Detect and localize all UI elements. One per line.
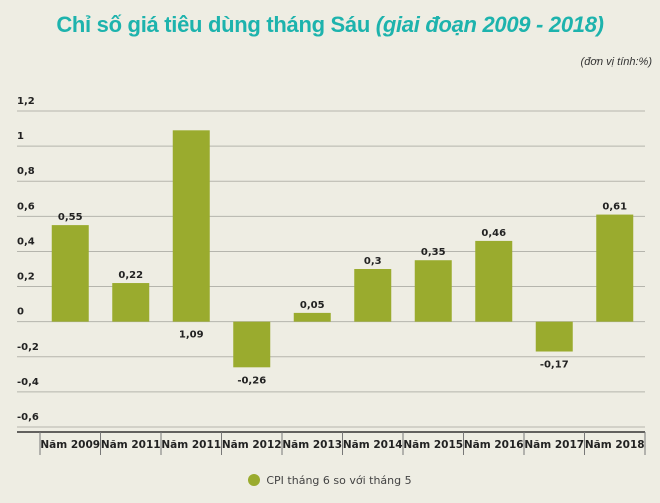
data-label: 0,35 (421, 247, 446, 258)
x-tick-label: Năm 2017 (524, 439, 584, 451)
x-tick-label: Năm 2011 (161, 439, 221, 451)
y-tick-label: 0 (17, 307, 24, 318)
legend-swatch (248, 474, 261, 486)
data-label: 0,3 (364, 256, 382, 267)
bar (51, 225, 89, 322)
y-tick-label: 0,6 (17, 201, 35, 212)
data-label: -0,26 (237, 375, 266, 386)
y-tick-label: 1,2 (17, 96, 35, 107)
title-sub: (giai đoạn 2009 - 2018) (375, 12, 604, 37)
bar (535, 321, 573, 352)
bar (596, 214, 634, 322)
data-label: 0,22 (118, 270, 143, 281)
bar (414, 260, 452, 322)
y-tick-label: -0,2 (17, 342, 39, 353)
data-label: 0,46 (481, 228, 506, 239)
bar (233, 321, 271, 368)
y-tick-label: -0,4 (17, 377, 39, 388)
data-label: 0,61 (602, 202, 627, 213)
bar (112, 283, 150, 322)
x-tick-label: Năm 2009 (40, 439, 100, 451)
unit-note: (đơn vị tính:%) (580, 56, 652, 68)
title-main: Chỉ số giá tiêu dùng tháng Sáu (56, 12, 370, 37)
data-label: 0,05 (300, 300, 325, 311)
data-label: -0,17 (540, 360, 569, 371)
x-tick-label: Năm 2015 (403, 439, 463, 451)
legend: CPI tháng 6 so với tháng 5 (0, 474, 660, 487)
x-tick-label: Năm 2018 (585, 439, 645, 451)
bar (475, 240, 513, 322)
x-tick-label: Năm 2011 (101, 439, 161, 451)
x-tick-label: Năm 2016 (464, 439, 524, 451)
y-tick-label: 1 (17, 131, 24, 142)
bar (172, 130, 210, 322)
legend-label: CPI tháng 6 so với tháng 5 (266, 474, 412, 487)
x-tick-label: Năm 2014 (343, 439, 403, 451)
chart-title: Chỉ số giá tiêu dùng tháng Sáu (giai đoạ… (0, 12, 660, 38)
bar (293, 312, 331, 322)
x-tick-label: Năm 2012 (222, 439, 282, 451)
x-tick-label: Năm 2013 (282, 439, 342, 451)
y-tick-label: 0,8 (17, 166, 35, 177)
y-tick-label: 0,4 (17, 236, 35, 247)
bar (354, 269, 392, 322)
data-label: 0,55 (58, 212, 83, 223)
y-tick-label: 0,2 (17, 272, 35, 283)
data-label: 1,09 (179, 330, 204, 341)
y-tick-label: -0,6 (17, 412, 39, 423)
